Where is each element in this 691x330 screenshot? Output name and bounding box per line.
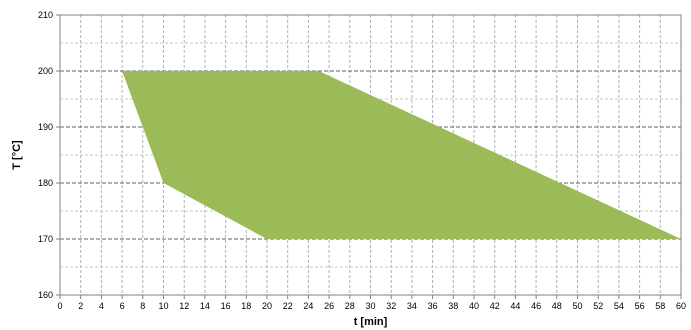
- x-tick-label: 48: [552, 301, 562, 311]
- x-tick-label: 38: [448, 301, 458, 311]
- x-tick-label: 30: [365, 301, 375, 311]
- x-tick-label: 14: [200, 301, 210, 311]
- x-tick-label: 0: [57, 301, 62, 311]
- y-tick-label: 160: [38, 290, 53, 300]
- y-axis-ticks: 160 170 180 190 200 210: [38, 10, 60, 300]
- x-tick-label: 26: [324, 301, 334, 311]
- x-tick-label: 56: [635, 301, 645, 311]
- x-tick-label: 34: [407, 301, 417, 311]
- x-tick-label: 22: [283, 301, 293, 311]
- x-axis-ticks: 0 2 4 6 8 10 12 14 16 18 20 22 24 26 28 30 32 34 36 38 40 42 4…: [57, 295, 686, 311]
- x-tick-label: 50: [572, 301, 582, 311]
- x-tick-label: 12: [179, 301, 189, 311]
- x-axis-title: t [min]: [354, 316, 388, 328]
- x-tick-label: 2: [78, 301, 83, 311]
- x-tick-label: 18: [241, 301, 251, 311]
- y-tick-label: 170: [38, 234, 53, 244]
- x-tick-label: 42: [490, 301, 500, 311]
- x-tick-label: 58: [655, 301, 665, 311]
- x-tick-label: 46: [531, 301, 541, 311]
- x-tick-label: 20: [262, 301, 272, 311]
- x-tick-label: 32: [386, 301, 396, 311]
- y-tick-label: 190: [38, 122, 53, 132]
- x-tick-label: 28: [345, 301, 355, 311]
- temperature-time-region: [122, 71, 682, 239]
- y-axis-title: T [°C]: [11, 140, 23, 170]
- x-tick-label: 44: [510, 301, 520, 311]
- x-tick-label: 16: [221, 301, 231, 311]
- x-tick-label: 36: [428, 301, 438, 311]
- y-tick-label: 210: [38, 10, 53, 20]
- x-tick-label: 52: [593, 301, 603, 311]
- y-tick-label: 180: [38, 178, 53, 188]
- x-tick-label: 60: [676, 301, 686, 311]
- x-tick-label: 6: [120, 301, 125, 311]
- x-tick-label: 40: [469, 301, 479, 311]
- x-tick-label: 8: [140, 301, 145, 311]
- y-tick-label: 200: [38, 66, 53, 76]
- x-tick-label: 10: [158, 301, 168, 311]
- x-tick-label: 24: [303, 301, 313, 311]
- x-tick-label: 54: [614, 301, 624, 311]
- x-tick-label: 4: [99, 301, 104, 311]
